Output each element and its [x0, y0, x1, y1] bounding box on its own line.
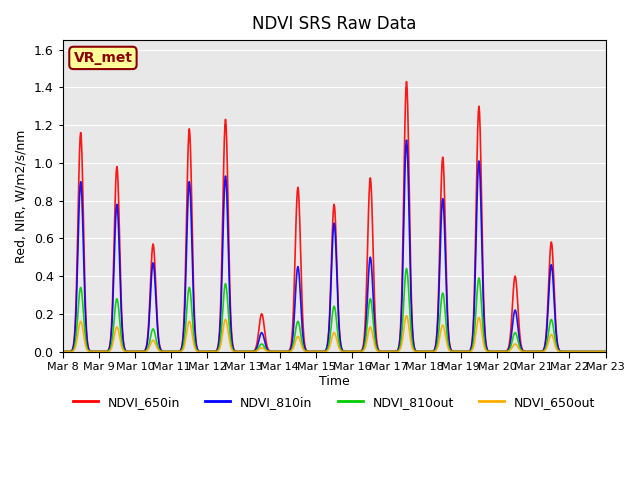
- Y-axis label: Red, NIR, W/m2/s/nm: Red, NIR, W/m2/s/nm: [15, 129, 28, 263]
- Title: NDVI SRS Raw Data: NDVI SRS Raw Data: [252, 15, 416, 33]
- X-axis label: Time: Time: [319, 375, 349, 388]
- Text: VR_met: VR_met: [74, 51, 132, 65]
- Legend: NDVI_650in, NDVI_810in, NDVI_810out, NDVI_650out: NDVI_650in, NDVI_810in, NDVI_810out, NDV…: [68, 391, 600, 414]
